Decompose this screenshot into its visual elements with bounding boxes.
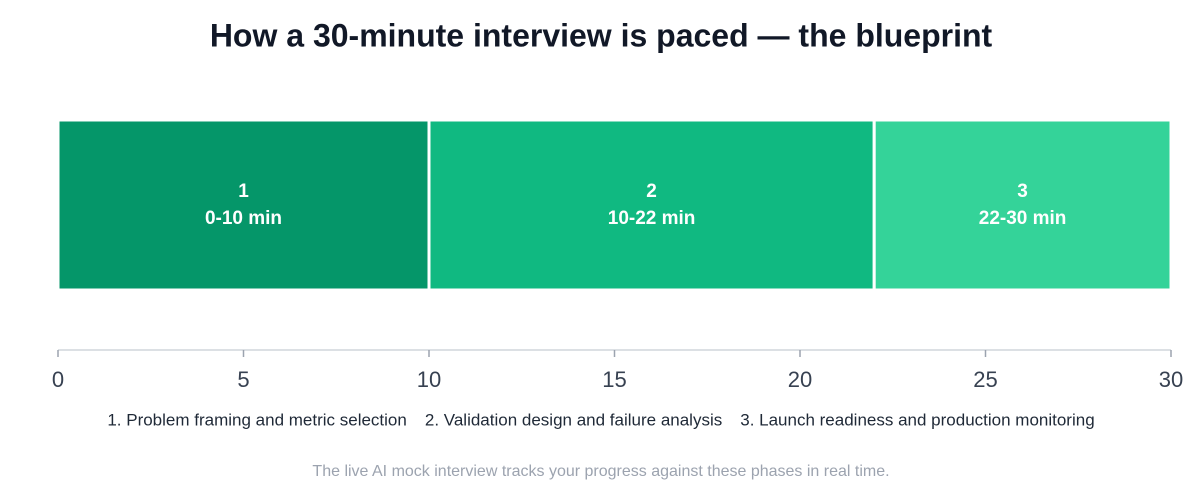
segment-range: 22-30 min [979, 208, 1067, 229]
legend-entry: 3. Launch readiness and production monit… [740, 410, 1094, 429]
x-tick-label: 10 [417, 367, 441, 392]
segment-range: 0-10 min [205, 208, 282, 229]
legend-entry: 2. Validation design and failure analysi… [425, 410, 722, 429]
bar-segment [56, 118, 431, 292]
x-tick-label: 0 [52, 367, 64, 392]
footnote: The live AI mock interview tracks your p… [312, 463, 889, 480]
segment-label: 3 [1017, 181, 1028, 202]
x-tick-label: 30 [1159, 367, 1183, 392]
x-tick-label: 25 [973, 367, 997, 392]
bar-segment [427, 118, 876, 292]
x-tick-label: 5 [237, 367, 249, 392]
segment-label: 2 [646, 181, 657, 202]
x-tick-label: 20 [788, 367, 812, 392]
legend-entry: 1. Problem framing and metric selection [107, 410, 407, 429]
chart-title: How a 30-minute interview is paced — the… [210, 17, 993, 53]
x-tick-label: 15 [602, 367, 626, 392]
segment-range: 10-22 min [608, 208, 696, 229]
segment-label: 1 [238, 181, 249, 202]
bar-segment [872, 118, 1173, 292]
